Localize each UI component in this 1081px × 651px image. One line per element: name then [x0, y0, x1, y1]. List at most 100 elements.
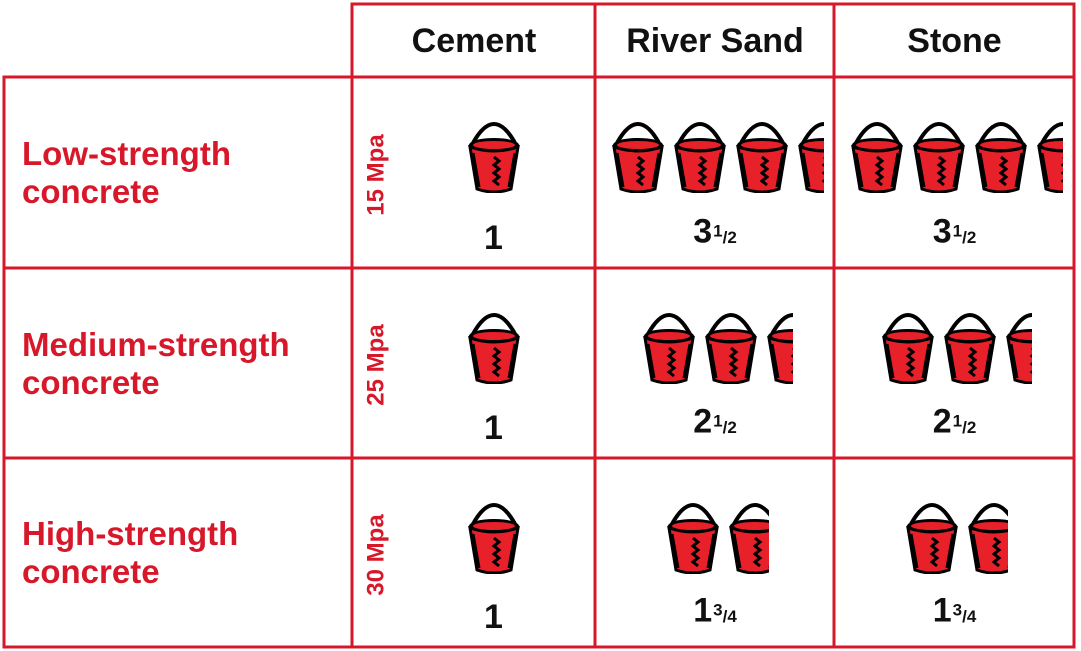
bucket [766, 304, 793, 384]
fraction-denominator: 2 [727, 418, 737, 437]
column-header-label: Cement [411, 21, 537, 60]
bucket [642, 304, 696, 384]
fraction-numerator: 3 [952, 600, 963, 620]
quantity-fraction: 1/2 [953, 221, 977, 247]
column-header-label: River Sand [626, 21, 804, 60]
table-cell: 21/2 [835, 270, 1074, 457]
strength-label-15: 15 Mpa [362, 90, 392, 260]
quantity-whole: 3 [693, 213, 713, 251]
quantity-whole: 1 [932, 592, 952, 630]
quantity-label: 13/4 [596, 593, 834, 634]
bucket-icon [851, 122, 903, 193]
quantity-whole: 2 [693, 403, 713, 441]
column-header-label: Stone [907, 21, 1002, 60]
bucket [905, 494, 959, 574]
row-label-line1: Medium-strength [22, 325, 290, 363]
bucket-icon [906, 503, 958, 574]
bucket [467, 494, 521, 574]
quantity-fraction: 1/2 [713, 221, 737, 247]
quantity-label: 1 [392, 221, 595, 255]
column-header-river-sand: River Sand [596, 4, 834, 78]
bucket [1005, 304, 1032, 384]
fraction-slash: / [722, 418, 728, 437]
bucket-icon [666, 503, 719, 574]
bucket-icon [467, 122, 520, 193]
quantity-label: 1 [392, 411, 595, 445]
bucket [967, 494, 1008, 574]
quantity-whole: 1 [484, 409, 503, 447]
fraction-denominator: 2 [966, 418, 977, 437]
table-cell: 13/4 [835, 460, 1074, 646]
row-label-line2: concrete [22, 363, 160, 401]
bucket-icon [642, 313, 695, 384]
quantity-fraction: 1/2 [953, 411, 977, 437]
bucket-group [596, 113, 834, 193]
table-cell: 31/2 [596, 79, 834, 267]
row-label-line1: Low-strength [22, 135, 231, 172]
bucket [974, 113, 1028, 193]
fraction-denominator: 2 [966, 228, 977, 247]
fraction-numerator: 1 [713, 221, 723, 241]
bucket [704, 304, 758, 384]
strength-value: 30 Mpa [363, 514, 390, 596]
quantity-label: 21/2 [596, 404, 834, 445]
bucket-icon [704, 313, 757, 384]
quantity-fraction: 1/2 [713, 411, 737, 437]
fraction-slash: / [722, 607, 728, 626]
strength-value: 25 Mpa [363, 324, 390, 406]
bucket [735, 113, 789, 193]
bucket-icon [975, 122, 1027, 193]
bucket-group [835, 304, 1074, 384]
fraction-slash: / [722, 228, 728, 247]
quantity-whole: 2 [932, 403, 952, 441]
quantity-label: 21/2 [835, 404, 1074, 445]
row-label-line2: concrete [22, 553, 160, 590]
bucket [666, 494, 720, 574]
bucket [1036, 113, 1063, 193]
fraction-numerator: 1 [713, 411, 723, 431]
bucket-icon [766, 313, 793, 384]
strength-label-30: 30 Mpa [362, 470, 392, 640]
quantity-whole: 1 [484, 219, 503, 257]
bucket-icon [735, 122, 788, 193]
bucket-group [596, 494, 834, 574]
bucket-group [835, 113, 1074, 193]
table-cell: 1 [392, 79, 595, 267]
quantity-whole: 1 [693, 592, 713, 630]
table-cell: 21/2 [596, 270, 834, 457]
bucket [797, 113, 824, 193]
bucket-icon [944, 313, 996, 384]
fraction-numerator: 3 [713, 600, 723, 620]
bucket-icon [728, 503, 769, 574]
bucket [611, 113, 665, 193]
bucket-icon [882, 313, 934, 384]
fraction-numerator: 1 [952, 221, 963, 241]
quantity-label: 13/4 [835, 593, 1074, 634]
column-header-cement: Cement [353, 4, 595, 78]
bucket [881, 304, 935, 384]
quantity-fraction: 3/4 [953, 600, 977, 626]
table-cell: 1 [392, 270, 595, 457]
bucket-group [392, 494, 595, 574]
quantity-label: 31/2 [835, 214, 1074, 255]
strength-label-25: 25 Mpa [362, 280, 392, 450]
bucket-icon [467, 313, 520, 384]
bucket-icon [913, 122, 965, 193]
quantity-label: 1 [392, 600, 595, 634]
quantity-label: 31/2 [596, 214, 834, 255]
quantity-fraction: 3/4 [713, 600, 737, 626]
row-label-line2: concrete [22, 173, 160, 210]
column-header-stone: Stone [835, 4, 1074, 78]
bucket-group [392, 304, 595, 384]
bucket-group [835, 494, 1074, 574]
row-label-high-strength: High-strength concrete [22, 460, 342, 646]
bucket [673, 113, 727, 193]
bucket [467, 113, 521, 193]
bucket-group [596, 304, 834, 384]
row-label-line1: High-strength [22, 515, 239, 552]
fraction-denominator: 4 [966, 607, 977, 626]
bucket [912, 113, 966, 193]
table-cell: 13/4 [596, 460, 834, 646]
bucket-icon [797, 122, 824, 193]
